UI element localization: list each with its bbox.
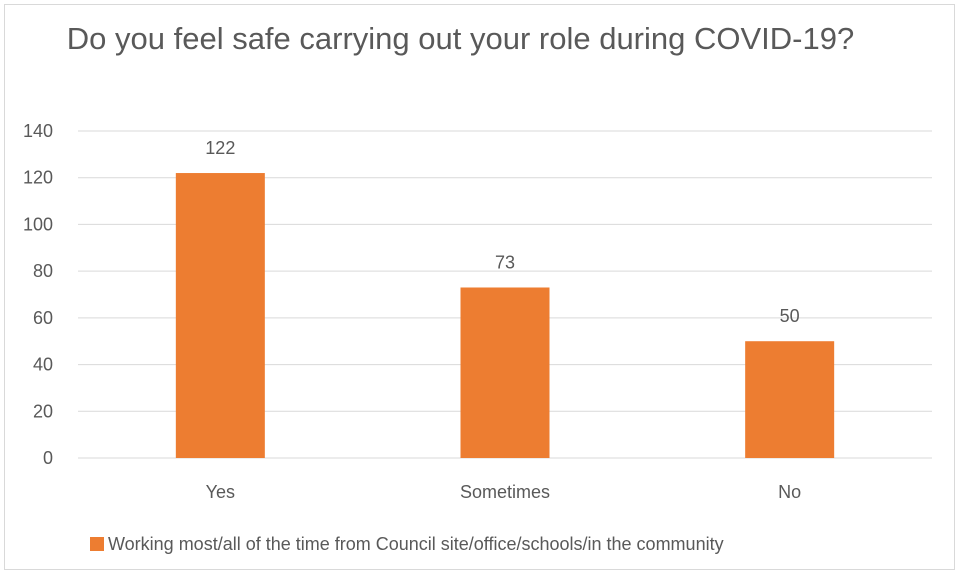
bar-sometimes <box>460 287 550 458</box>
data-label-sometimes: 73 <box>495 252 515 272</box>
chart-frame <box>4 4 955 570</box>
y-tick-label-40: 40 <box>33 355 53 375</box>
y-tick-label-80: 80 <box>33 261 53 281</box>
y-tick-label-100: 100 <box>23 214 53 234</box>
legend-swatch <box>90 537 104 551</box>
y-tick-label-60: 60 <box>33 308 53 328</box>
chart-title: Do you feel safe carrying out your role … <box>66 21 855 56</box>
y-tick-label-120: 120 <box>23 168 53 188</box>
bar-no <box>745 341 835 458</box>
y-tick-label-0: 0 <box>43 448 53 468</box>
data-label-yes: 122 <box>205 138 235 158</box>
x-tick-label-no: No <box>778 482 801 502</box>
data-label-no: 50 <box>780 306 800 326</box>
legend: Working most/all of the time from Counci… <box>90 532 724 556</box>
y-tick-label-20: 20 <box>33 401 53 421</box>
y-tick-label-140: 140 <box>23 121 53 141</box>
x-tick-label-sometimes: Sometimes <box>460 482 550 502</box>
legend-label: Working most/all of the time from Counci… <box>108 533 724 554</box>
x-tick-label-yes: Yes <box>206 482 235 502</box>
bar-yes <box>175 173 265 459</box>
